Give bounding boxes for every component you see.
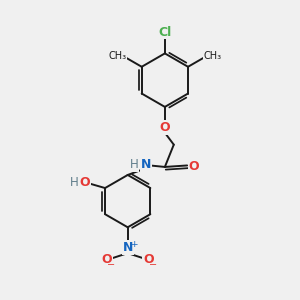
- Text: H: H: [70, 176, 79, 190]
- Text: O: O: [102, 253, 112, 266]
- Text: −: −: [149, 260, 157, 270]
- Text: CH₃: CH₃: [203, 51, 221, 62]
- Text: O: O: [188, 160, 199, 173]
- Text: O: O: [80, 176, 91, 190]
- Text: Cl: Cl: [158, 26, 172, 38]
- Text: H: H: [130, 158, 139, 171]
- Text: CH₃: CH₃: [108, 51, 126, 62]
- Text: +: +: [130, 240, 137, 249]
- Text: −: −: [107, 260, 116, 270]
- Text: O: O: [160, 121, 170, 134]
- Text: O: O: [143, 253, 154, 266]
- Text: N: N: [141, 158, 151, 171]
- Text: N: N: [122, 241, 133, 254]
